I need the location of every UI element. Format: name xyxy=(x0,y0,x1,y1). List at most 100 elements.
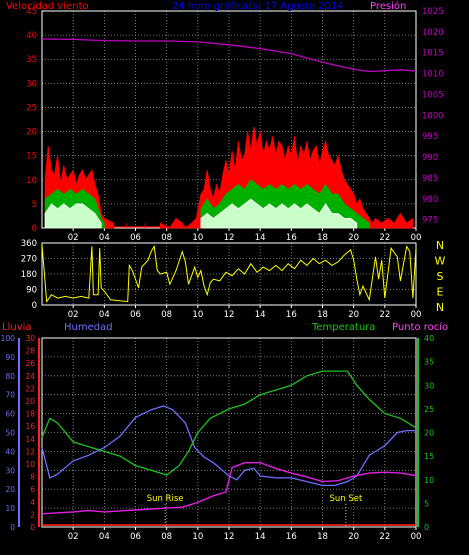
wind-xtick-label: 04 xyxy=(99,233,110,243)
wind-ytick-label: 40 xyxy=(26,31,37,41)
temperature-ytick-label: 10 xyxy=(424,476,434,485)
direction-xtick-label: 08 xyxy=(161,310,172,320)
wind-pressure-panel: 4540353025201510501025102010151010100510… xyxy=(26,7,443,243)
humidity-xtick-label: 16 xyxy=(286,532,297,542)
humidity-ytick-label: 30 xyxy=(5,466,15,475)
pressure-label: Presión xyxy=(370,0,406,12)
wind-ytick-label: 5 xyxy=(32,200,37,210)
direction-xtick-label: 14 xyxy=(255,310,266,320)
rain-ytick-label: 28 xyxy=(25,347,35,356)
rain-ytick-label: 26 xyxy=(25,359,35,368)
humidity-xtick-label: 12 xyxy=(224,532,235,542)
rain-ytick-label: 20 xyxy=(25,397,35,406)
direction-xtick-label: 18 xyxy=(317,310,328,320)
sun-marker-label: Sun Set xyxy=(329,494,362,504)
humidity-ytick-label: 50 xyxy=(5,429,15,438)
humidity-xtick-label: 04 xyxy=(99,532,110,542)
rain-ytick-label: 30 xyxy=(25,334,35,343)
direction-ytick-label: 0 xyxy=(32,301,37,311)
wind-ytick-label: 10 xyxy=(26,176,37,186)
pressure-ytick-label: 980 xyxy=(422,195,438,205)
temperature-ytick-label: 40 xyxy=(424,334,434,343)
rain-ytick-label: 8 xyxy=(30,473,35,482)
rain-ytick-label: 22 xyxy=(25,384,35,393)
compass-label: E xyxy=(437,286,444,299)
dewpoint-line xyxy=(41,462,417,515)
rain-ytick-label: 0 xyxy=(30,523,35,532)
humidity-xtick-label: 18 xyxy=(317,532,328,542)
pressure-line xyxy=(41,38,417,73)
direction-xtick-label: 20 xyxy=(348,310,359,320)
wind-ytick-label: 35 xyxy=(26,55,37,65)
pressure-ytick-label: 985 xyxy=(422,174,438,184)
rain-ytick-label: 16 xyxy=(25,422,35,431)
humidity-xtick-label: 02 xyxy=(68,532,79,542)
wind-xtick-label: 10 xyxy=(192,233,203,243)
pressure-ytick-label: 1010 xyxy=(422,70,444,80)
wind-xtick-label: 22 xyxy=(379,233,390,243)
humidity-xtick-label: 22 xyxy=(379,532,390,542)
wind-xtick-label: 20 xyxy=(348,233,359,243)
humidity-ytick-label: 0 xyxy=(10,523,15,532)
direction-xtick-label: 10 xyxy=(192,310,203,320)
wind-ytick-label: 0 xyxy=(32,224,37,234)
pressure-ytick-label: 995 xyxy=(422,132,438,142)
wind-ytick-label: 25 xyxy=(26,103,37,113)
compass-label: W xyxy=(435,255,446,268)
direction-ytick-label: 270 xyxy=(21,255,37,265)
pressure-ytick-label: 1015 xyxy=(422,49,444,59)
rain-ytick-label: 12 xyxy=(25,447,35,456)
rain-label: Lluvia xyxy=(2,322,32,333)
temperature-label: Temperatura xyxy=(311,322,376,333)
compass-label: N xyxy=(436,301,444,314)
humidity-ytick-label: 100 xyxy=(1,334,16,343)
direction-xtick-label: 02 xyxy=(68,310,79,320)
wind-xtick-label: 14 xyxy=(255,233,266,243)
pressure-ytick-label: 1005 xyxy=(422,90,444,100)
rain-ytick-label: 6 xyxy=(30,485,35,494)
compass-label: S xyxy=(437,270,444,283)
sun-marker-label: Sun Rise xyxy=(147,494,184,504)
pressure-ytick-label: 990 xyxy=(422,153,438,163)
direction-xtick-label: 22 xyxy=(379,310,390,320)
temperature-ytick-label: 5 xyxy=(424,499,429,508)
rain-ytick-label: 18 xyxy=(25,410,35,419)
direction-xtick-label: 12 xyxy=(224,310,235,320)
wind-xtick-label: 12 xyxy=(224,233,235,243)
humidity-xtick-label: 20 xyxy=(348,532,359,542)
dewpoint-label: Punto rocío xyxy=(392,321,448,333)
humidity-ytick-label: 90 xyxy=(5,353,15,362)
direction-xtick-label: 16 xyxy=(286,310,297,320)
direction-ytick-label: 180 xyxy=(21,270,37,280)
humidity-ytick-label: 60 xyxy=(5,410,15,419)
wind-xtick-label: 00 xyxy=(411,233,422,243)
wind-xtick-label: 16 xyxy=(286,233,297,243)
wind-ytick-label: 45 xyxy=(26,7,37,17)
temperature-ytick-label: 0 xyxy=(424,523,429,532)
humidity-ytick-label: 10 xyxy=(5,504,15,513)
temperature-ytick-label: 30 xyxy=(424,381,434,390)
temperature-line xyxy=(41,370,417,476)
humidity-ytick-label: 20 xyxy=(5,485,15,494)
direction-xtick-label: 04 xyxy=(99,310,110,320)
wind-xtick-label: 18 xyxy=(317,233,328,243)
pressure-ytick-label: 1025 xyxy=(422,7,444,17)
temperature-ytick-label: 35 xyxy=(424,358,434,367)
rain-ytick-label: 10 xyxy=(25,460,35,469)
temperature-ytick-label: 25 xyxy=(424,405,434,414)
wind-direction-line xyxy=(41,244,417,304)
direction-ytick-label: 360 xyxy=(21,239,37,249)
direction-xtick-label: 06 xyxy=(130,310,141,320)
humidity-xtick-label: 14 xyxy=(255,532,266,542)
wind-ytick-label: 20 xyxy=(26,128,37,138)
humidity-xtick-label: 06 xyxy=(130,532,141,542)
direction-ytick-label: 90 xyxy=(26,286,37,296)
humidity-xtick-label: 08 xyxy=(161,532,172,542)
wind-xtick-label: 06 xyxy=(130,233,141,243)
wind-ytick-label: 15 xyxy=(26,152,37,162)
temperature-ytick-label: 15 xyxy=(424,452,434,461)
wind-ytick-label: 30 xyxy=(26,79,37,89)
humidity-temperature-panel: 1009080706050403020100302826242220181614… xyxy=(1,334,435,542)
